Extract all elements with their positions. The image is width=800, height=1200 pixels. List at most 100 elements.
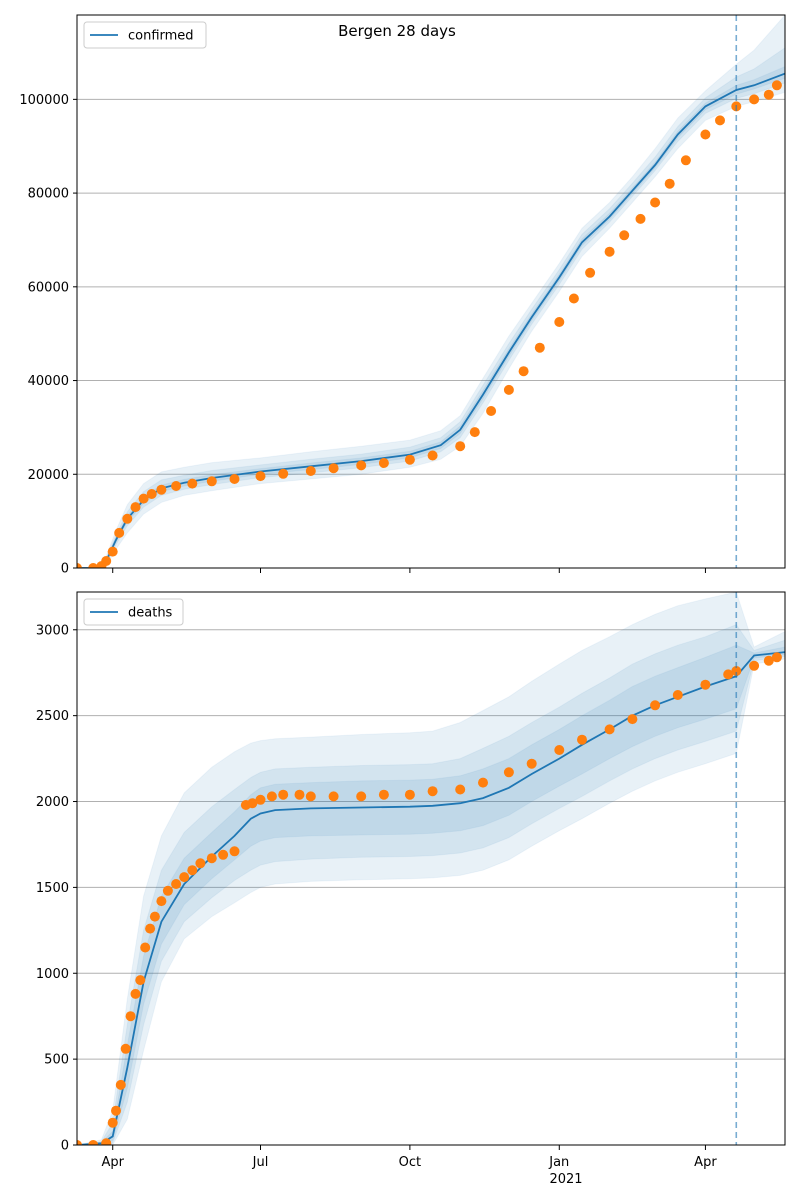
plot-area — [77, 592, 785, 1145]
uncertainty-band — [77, 47, 785, 568]
observed-point — [518, 366, 529, 377]
uncertainty-band — [77, 644, 785, 1145]
observed-point — [568, 293, 579, 304]
observed-point — [664, 178, 675, 189]
legend-box — [83, 598, 184, 626]
legend-label: deaths — [128, 606, 173, 621]
y-tick-label: 500 — [44, 1053, 69, 1068]
observed-point — [404, 789, 415, 800]
observed-point — [650, 197, 661, 208]
observed-point — [195, 858, 206, 869]
observed-point — [478, 777, 488, 788]
observed-point — [294, 789, 305, 800]
observed-point — [577, 734, 587, 745]
observed-point — [749, 94, 760, 105]
observed-point — [88, 563, 99, 568]
observed-point — [111, 1105, 121, 1116]
observed-point — [672, 690, 683, 700]
x-tick-label: Apr — [101, 1155, 124, 1170]
observed-point — [156, 896, 167, 907]
observed-point — [125, 1011, 136, 1022]
observed-point — [120, 1043, 131, 1054]
x-year-label: 2021 — [549, 1172, 582, 1187]
observed-point — [554, 745, 565, 755]
observed-point — [534, 342, 545, 353]
observed-point — [135, 975, 146, 986]
uncertainty-band — [77, 66, 785, 568]
observed-point — [247, 798, 258, 809]
observed-point — [328, 791, 339, 802]
observed-point — [140, 942, 151, 953]
observed-point — [305, 791, 316, 802]
deaths-panel: 0 500 1000 1500 2000 2500 3000 Apr Jul Oct Jan Apr d… — [36, 591, 786, 1170]
observed-point — [255, 794, 266, 805]
observed-point — [229, 474, 240, 484]
observed-point — [604, 724, 615, 735]
y-tick-label: 80000 — [28, 187, 69, 202]
observed-point — [585, 267, 596, 278]
confirmed-panel: 0 20000 40000 60000 80000 100000 confirmed — [19, 14, 786, 577]
observed-point — [229, 846, 240, 857]
uncertainty-band — [77, 623, 785, 1145]
observed-point — [771, 652, 782, 663]
y-tick-label: 1500 — [36, 881, 69, 896]
observed-point — [749, 660, 760, 671]
observed-point — [427, 450, 438, 461]
y-tick-label: 20000 — [28, 468, 69, 483]
observed-point — [503, 384, 514, 395]
observed-point — [162, 885, 173, 896]
x-tick-label: Oct — [399, 1155, 421, 1170]
observed-point — [469, 427, 480, 438]
observed-point — [356, 791, 367, 802]
observed-point — [305, 466, 316, 476]
observed-point — [114, 527, 125, 538]
observed-point — [101, 1138, 112, 1145]
observed-point — [130, 502, 141, 513]
observed-point — [278, 468, 289, 479]
observed-point — [255, 471, 266, 482]
observed-point — [107, 1117, 118, 1128]
observed-point — [77, 1140, 82, 1145]
observed-point — [130, 988, 141, 999]
observed-point — [171, 481, 182, 491]
observed-point — [635, 213, 646, 224]
observed-point — [179, 872, 190, 883]
observed-point — [700, 679, 711, 690]
y-tick-label: 0 — [61, 1139, 69, 1154]
observed-point — [206, 476, 217, 487]
observed-point — [627, 714, 638, 725]
observed-point — [715, 115, 725, 126]
axes-frame — [76, 591, 786, 1146]
observed-point — [145, 923, 156, 934]
observed-point — [266, 791, 277, 802]
observed-point — [356, 460, 367, 471]
x-tick-label: Jan — [548, 1155, 569, 1170]
observed-point — [146, 489, 157, 499]
observed-point — [328, 463, 339, 474]
observed-point — [101, 556, 112, 566]
axes-frame — [76, 14, 786, 569]
figure-title: Bergen 28 days — [338, 22, 456, 40]
observed-point — [650, 700, 661, 711]
observed-point — [115, 1079, 126, 1090]
legend-label: confirmed — [128, 29, 194, 44]
observed-point — [680, 155, 691, 166]
y-tick-label: 100000 — [19, 93, 69, 108]
observed-point — [427, 786, 438, 797]
y-tick-label: 2500 — [36, 709, 69, 724]
observed-point — [149, 911, 160, 922]
observed-point — [187, 478, 198, 489]
observed-point — [218, 849, 229, 860]
observed-point — [107, 546, 118, 557]
observed-point — [771, 80, 782, 91]
x-tick-label: Apr — [694, 1155, 717, 1170]
observed-point — [604, 246, 615, 257]
observed-point — [187, 865, 198, 876]
observed-point — [206, 853, 217, 864]
observed-point — [77, 563, 82, 568]
observed-point — [486, 406, 497, 416]
y-tick-label: 1000 — [36, 967, 69, 982]
observed-point — [278, 789, 289, 800]
observed-point — [455, 784, 466, 795]
observed-point — [171, 879, 182, 889]
